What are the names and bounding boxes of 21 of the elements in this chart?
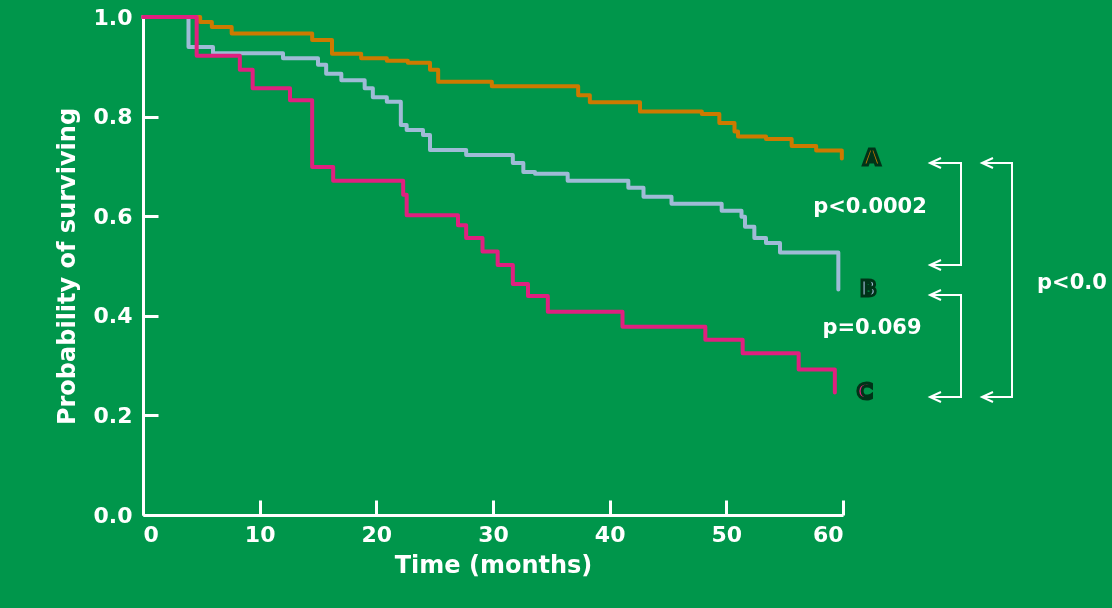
y-tick-label: 0.0 (93, 502, 133, 528)
series-label: B (859, 276, 877, 302)
x-tick-label: 10 (244, 521, 276, 547)
annotation: p=0.069 (822, 315, 922, 339)
x-tick-label: 40 (594, 521, 626, 547)
x-tick-label: 20 (361, 521, 393, 547)
x-tick-label: 60 (812, 521, 844, 547)
x-tick-label: 30 (478, 521, 509, 547)
y-tick-label: 0.4 (93, 303, 133, 329)
text: p<0.0 (1037, 270, 1107, 294)
annotation: p<0.0002 (813, 194, 927, 218)
x-axis-title: Time (months) (394, 550, 593, 579)
y-axis-title: Probability of surviving (52, 107, 81, 426)
series-label: C (856, 379, 873, 405)
y-tick-label: 0.8 (93, 104, 133, 130)
x-tick-label: 50 (711, 521, 743, 547)
y-tick-label: 1.0 (93, 4, 133, 30)
series-label: A (863, 145, 881, 171)
y-tick-label: 0.2 (93, 402, 133, 428)
x-tick-label: 0 (143, 521, 159, 547)
y-tick-label: 0.6 (93, 203, 133, 229)
